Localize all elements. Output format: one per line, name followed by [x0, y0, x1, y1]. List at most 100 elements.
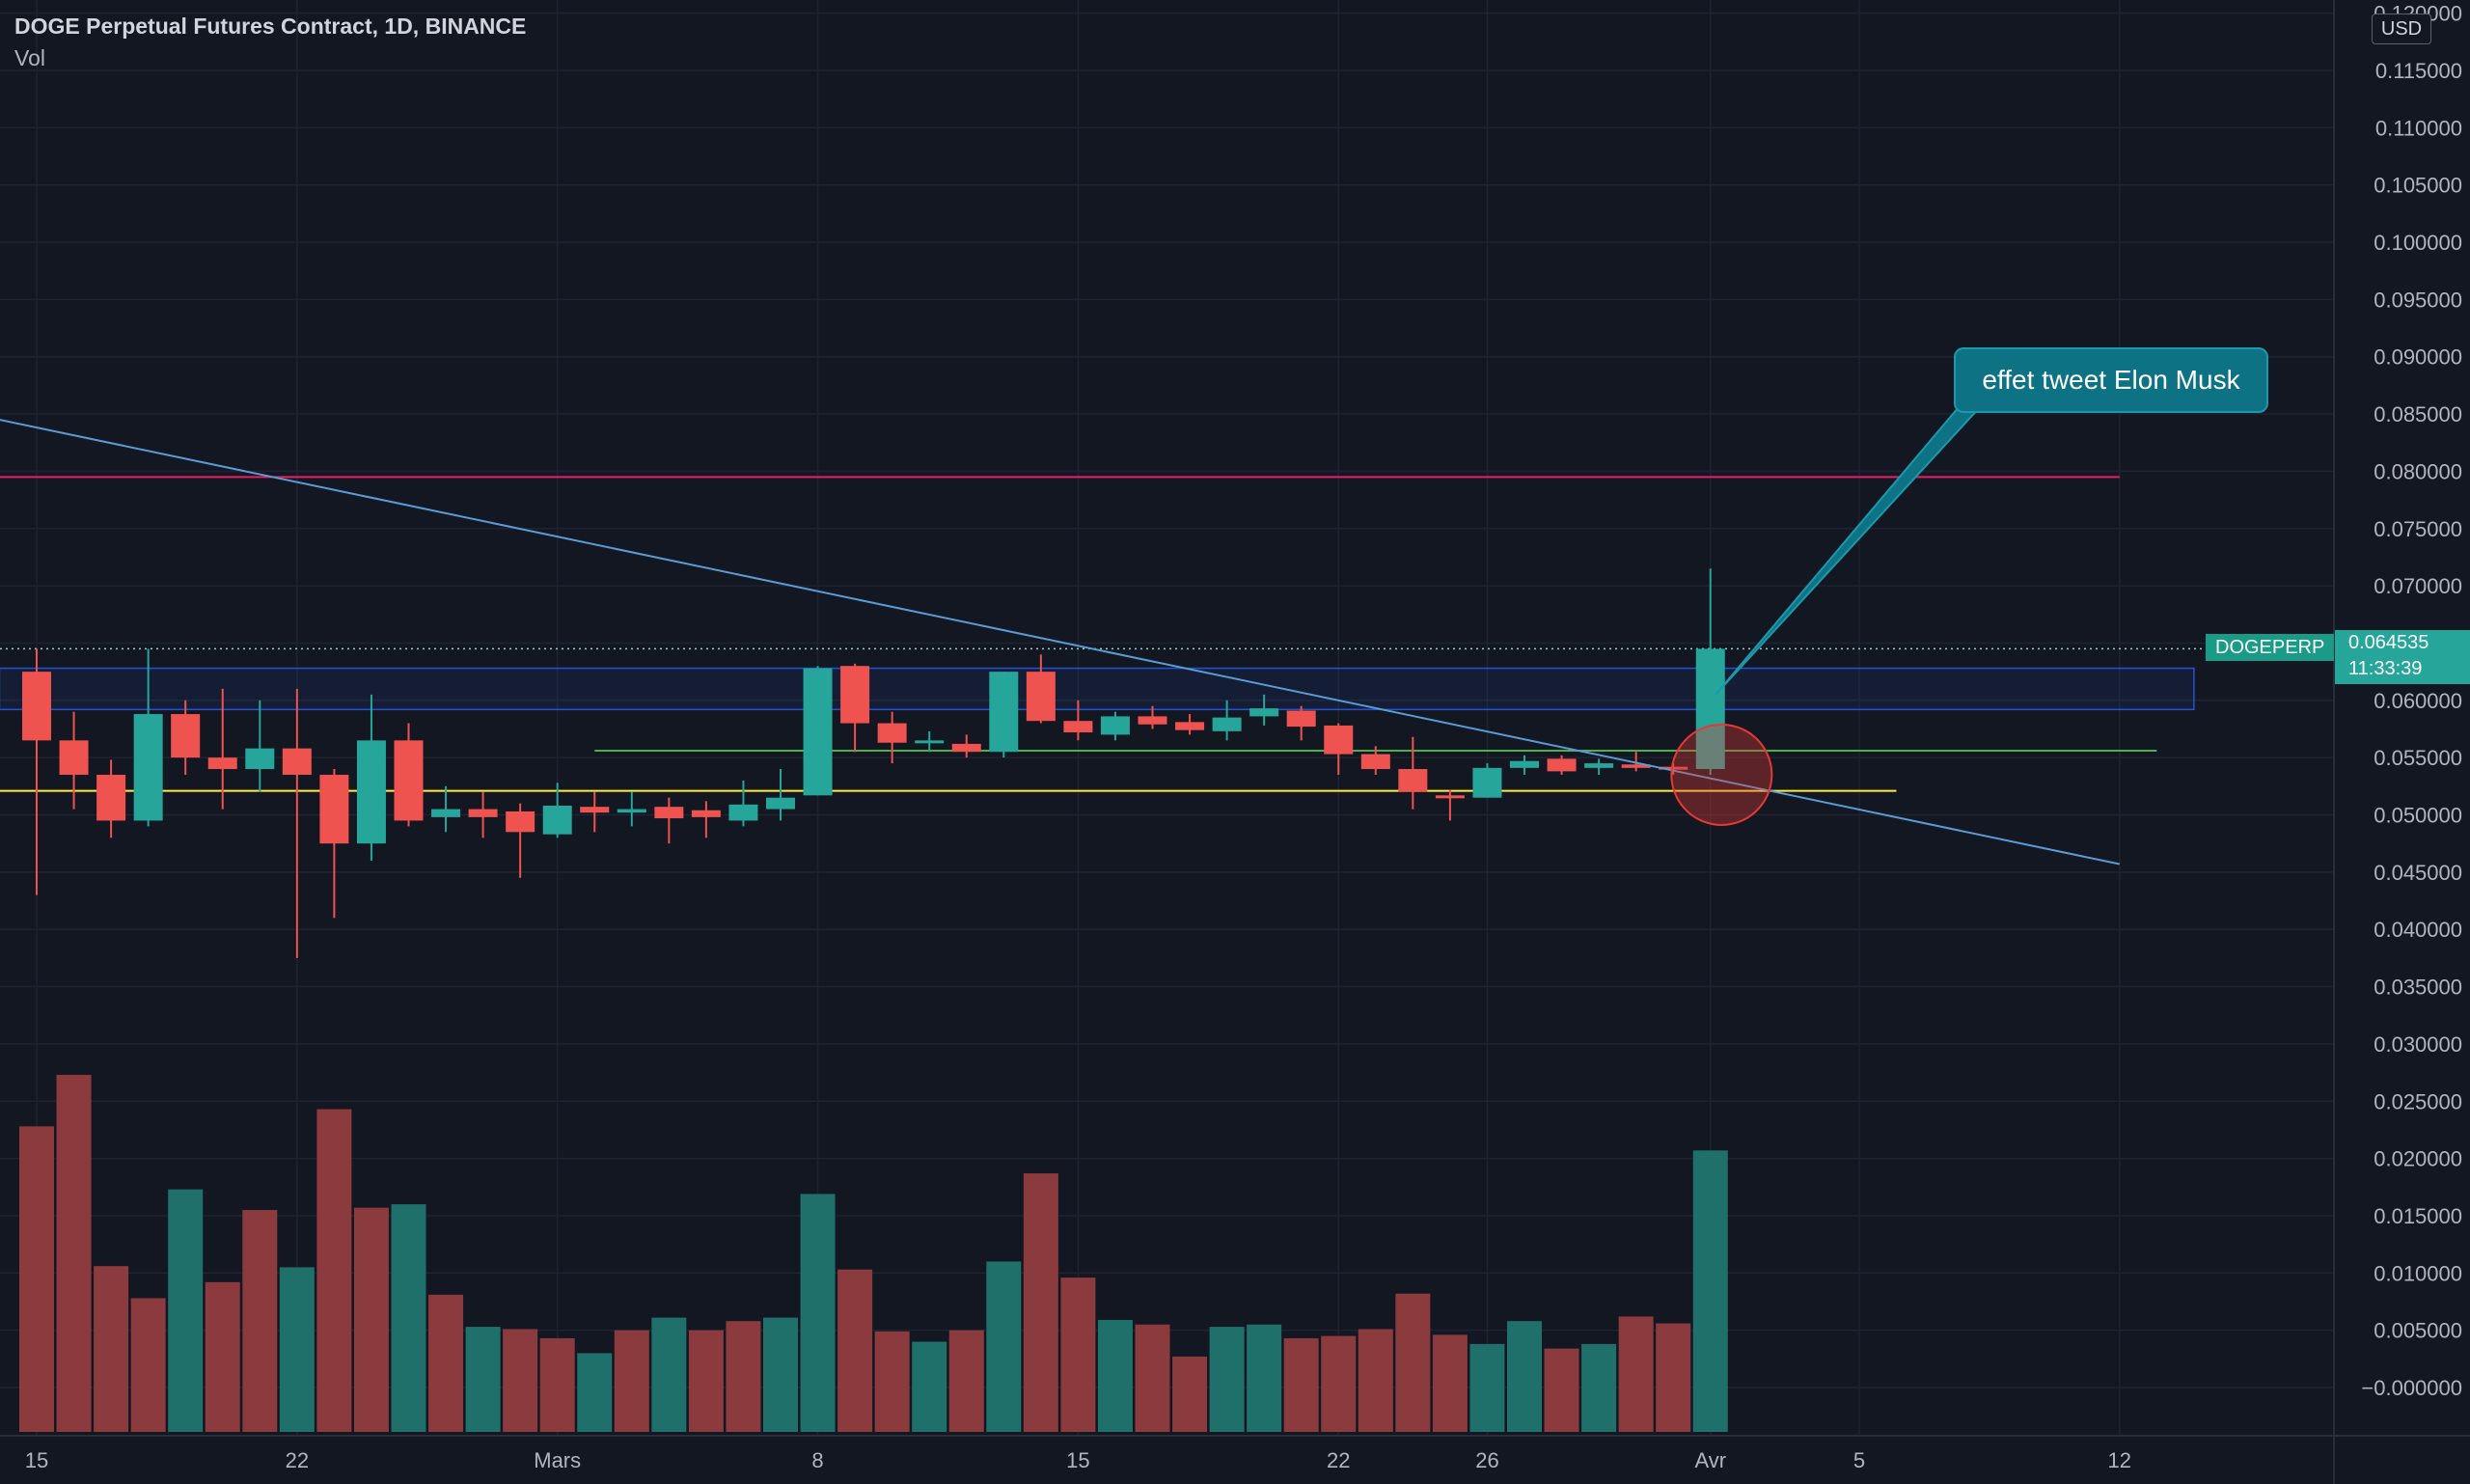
candle-body	[59, 740, 89, 775]
candle-body	[728, 804, 758, 821]
candle-body	[1472, 767, 1502, 798]
volume-bar	[651, 1317, 687, 1432]
y-tick-label: 0.010000	[2374, 1261, 2462, 1285]
candle-body	[245, 748, 275, 770]
candle-body	[915, 740, 945, 744]
candle-body	[989, 672, 1019, 753]
volume-bar	[800, 1194, 836, 1432]
candle-body	[1212, 717, 1242, 731]
candle-body	[951, 743, 981, 753]
candle-body	[171, 714, 201, 758]
volume-bar	[1618, 1316, 1654, 1432]
volume-bar	[688, 1330, 724, 1432]
candles	[22, 568, 1725, 958]
volume-bar	[874, 1331, 910, 1432]
y-tick-label: 0.090000	[2374, 345, 2462, 370]
candle-body	[1584, 763, 1614, 768]
x-tick-label: 22	[1327, 1448, 1350, 1472]
candle-body	[840, 666, 870, 724]
x-tick-label: 8	[811, 1448, 823, 1472]
highlight-circle[interactable]	[1658, 710, 1786, 838]
x-tick-label: 15	[1066, 1448, 1089, 1472]
volume-label: Vol	[14, 45, 45, 70]
candle-body	[1360, 754, 1390, 770]
volume-bar	[168, 1189, 204, 1432]
candle-body	[1659, 766, 1688, 770]
volume-bar	[1209, 1327, 1245, 1432]
volume-bar	[577, 1353, 613, 1432]
x-tick-label: 22	[286, 1448, 309, 1472]
candle-body	[1547, 758, 1577, 772]
volume-bar	[1172, 1356, 1208, 1432]
candle-body	[96, 774, 126, 821]
y-tick-label: 0.005000	[2374, 1319, 2462, 1343]
volume-bars	[19, 1074, 1728, 1432]
volume-bar	[1395, 1293, 1431, 1432]
volume-bar	[1283, 1337, 1319, 1432]
y-tick-label: 0.055000	[2374, 746, 2462, 770]
x-tick-label: 5	[1853, 1448, 1865, 1472]
candle-body	[654, 807, 684, 819]
y-tick-label: 0.045000	[2374, 861, 2462, 885]
range-box[interactable]	[0, 667, 2195, 711]
y-tick-label: 0.115000	[2375, 59, 2462, 83]
volume-bar	[205, 1281, 240, 1432]
y-tick-label: 0.040000	[2374, 918, 2462, 942]
volume-bar	[837, 1269, 873, 1432]
candle-body	[207, 757, 237, 770]
volume-bar	[1321, 1335, 1357, 1432]
volume-bar	[353, 1207, 389, 1432]
candle-body	[617, 809, 646, 813]
annotation-callout[interactable]: effet tweet Elon Musk	[1954, 347, 2268, 413]
candle-body	[1138, 716, 1167, 725]
y-tick-label: −0.000000	[2361, 1376, 2462, 1400]
candle-body	[133, 714, 163, 821]
volume-bar	[948, 1330, 984, 1432]
candle-body	[691, 810, 721, 817]
candle-body	[1435, 795, 1465, 799]
y-tick-label: 0.095000	[2374, 288, 2462, 312]
x-tick-label: Mars	[534, 1448, 581, 1472]
volume-bar	[1023, 1173, 1058, 1432]
y-tick-label: 0.030000	[2374, 1032, 2462, 1057]
candle-body	[803, 668, 833, 796]
candle-body	[1175, 722, 1205, 730]
volume-bar	[130, 1298, 166, 1432]
trendline[interactable]	[0, 419, 2121, 866]
candle-body	[1249, 708, 1279, 717]
last-price-countdown: 11:33:39	[2348, 658, 2423, 679]
volume-bar	[912, 1341, 947, 1432]
y-tick-label: 0.070000	[2374, 574, 2462, 598]
volume-bar	[986, 1261, 1022, 1432]
volume-bar	[1507, 1321, 1542, 1432]
candle-body	[319, 774, 349, 844]
grid	[0, 0, 2333, 1436]
volume-bar	[1544, 1348, 1579, 1432]
volume-bar	[1247, 1324, 1282, 1432]
candle-body	[1026, 672, 1056, 722]
currency-button[interactable]: USD	[2372, 14, 2431, 44]
volume-bar	[503, 1329, 538, 1432]
y-tick-label: 0.105000	[2374, 174, 2462, 198]
candle-body	[431, 809, 461, 817]
y-tick-label: 0.075000	[2374, 517, 2462, 541]
volume-bar	[1692, 1150, 1728, 1432]
volume-bar	[726, 1321, 761, 1432]
candle-body	[542, 806, 572, 835]
volume-bar	[316, 1109, 352, 1432]
candle-body	[394, 740, 424, 821]
y-tick-label: 0.110000	[2375, 116, 2462, 140]
candle-body	[1695, 648, 1725, 770]
x-tick-label: 26	[1475, 1448, 1498, 1472]
y-tick-label: 0.025000	[2374, 1089, 2462, 1113]
candle-body	[1324, 725, 1354, 755]
candle-body	[766, 797, 795, 810]
candle-body	[506, 811, 535, 833]
volume-bar	[1581, 1343, 1617, 1432]
volume-bar	[465, 1327, 501, 1432]
y-tick-label: 0.085000	[2374, 402, 2462, 426]
symbol-badge: DOGEPERP	[2206, 634, 2335, 661]
candle-body	[1286, 710, 1316, 728]
candle-body	[1621, 764, 1651, 768]
